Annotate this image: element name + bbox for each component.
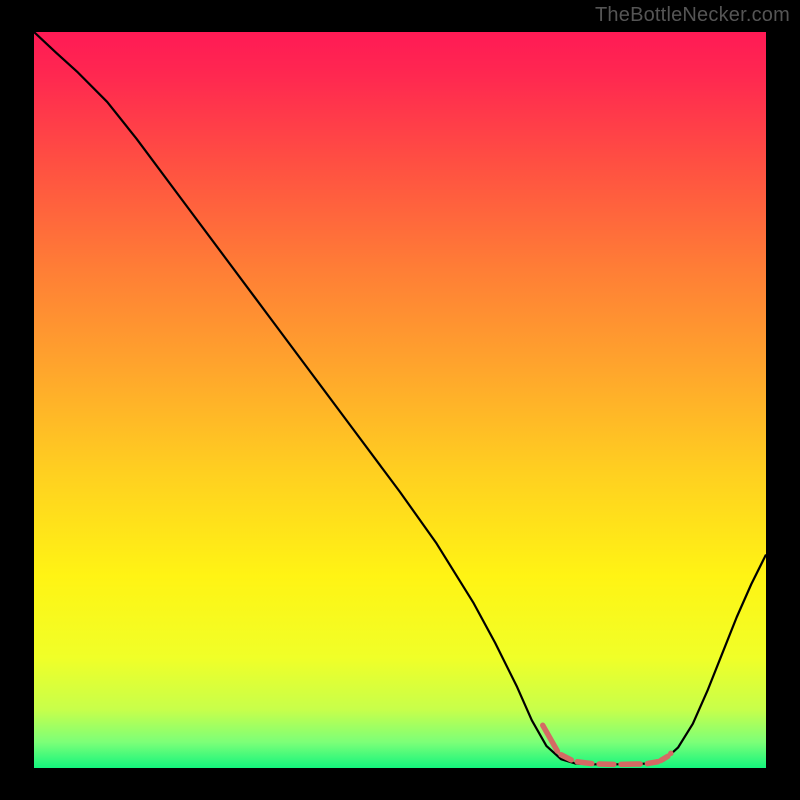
plot-area xyxy=(34,32,766,768)
marker-band xyxy=(543,725,674,764)
curve-layer xyxy=(34,32,766,768)
chart-root: TheBottleNecker.com xyxy=(0,0,800,800)
bottleneck-curve xyxy=(34,32,766,764)
watermark-text: TheBottleNecker.com xyxy=(595,4,790,27)
